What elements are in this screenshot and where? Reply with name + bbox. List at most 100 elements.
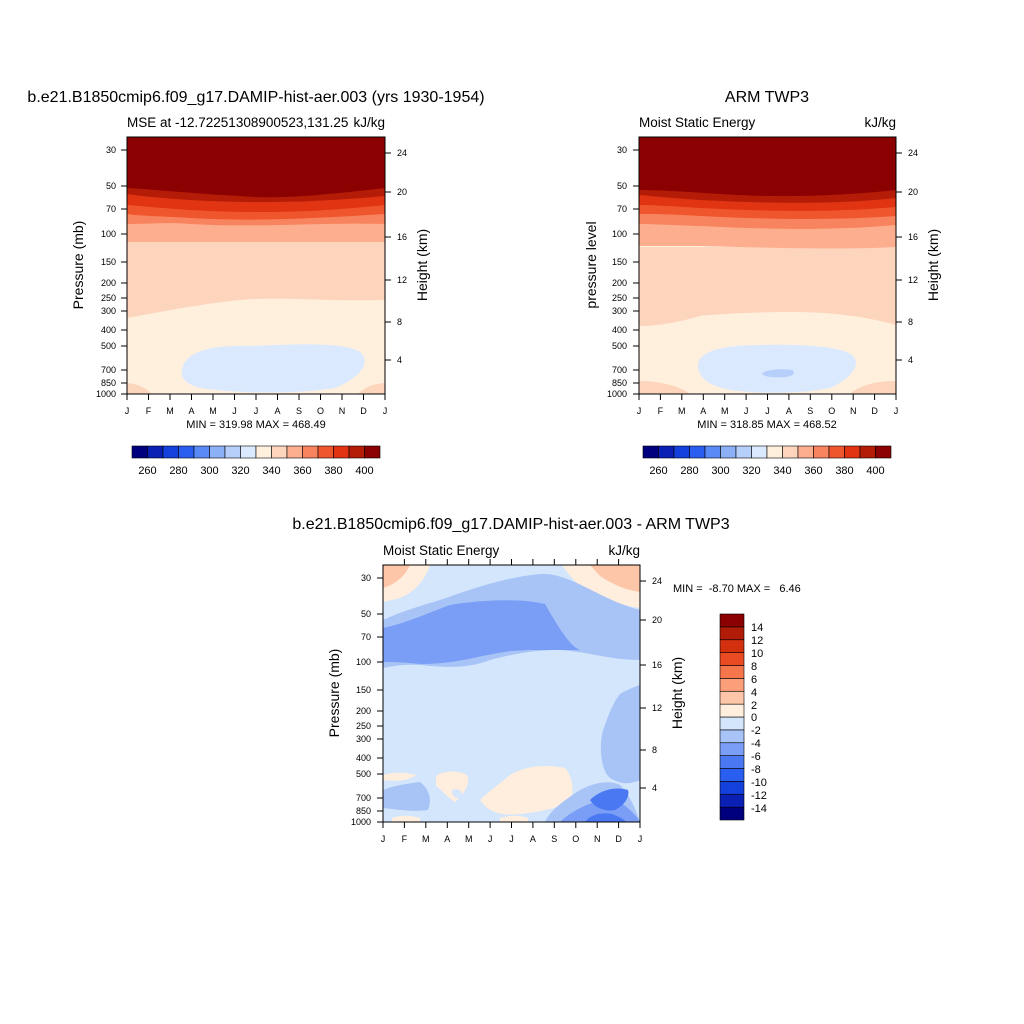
colorbar-swatch — [875, 445, 892, 459]
panel-diff-y-ticks — [377, 577, 383, 823]
y-tick-label: 200 — [356, 706, 371, 716]
colorbar-label: 300 — [200, 465, 218, 477]
y-tick-label: 250 — [612, 293, 627, 303]
panel-model-x-labels: J F M A M J J A S O N D J — [125, 406, 388, 416]
colorbar-label: 8 — [751, 661, 757, 673]
colorbar-label: 4 — [751, 687, 757, 699]
colorbar-swatch — [719, 729, 745, 744]
y-right-tick-label: 20 — [908, 187, 918, 197]
colorbar-label: 260 — [649, 465, 667, 477]
colorbar-swatch — [751, 445, 768, 459]
y-right-tick-label: 4 — [908, 355, 913, 365]
y-right-tick-label: 8 — [652, 745, 657, 755]
x-tick-label: N — [339, 406, 346, 416]
panel-diff-stats: MIN = -8.70 MAX = 6.46 — [673, 583, 801, 595]
colorbar-swatch — [797, 445, 814, 459]
colorbar-label: -8 — [751, 764, 761, 776]
colorbar-swatch — [859, 445, 876, 459]
panel-diff-subtitle: Moist Static Energy — [383, 543, 500, 558]
panel-diff-ylabel-right: Height (km) — [669, 657, 685, 729]
y-right-tick-label: 20 — [652, 615, 662, 625]
colorbar-swatch — [286, 445, 303, 459]
y-tick-label: 1000 — [351, 817, 371, 827]
panel-diff-y-labels: 30 50 70 100 150 200 250 300 400 500 700… — [351, 573, 371, 827]
x-tick-label: O — [828, 406, 835, 416]
panel-diff-y-right-labels: 24 20 16 12 8 4 — [652, 576, 662, 793]
colorbar-swatch — [844, 445, 861, 459]
colorbar-label: 400 — [866, 465, 884, 477]
x-tick-label: J — [381, 834, 386, 844]
panel-model-colorbar — [131, 445, 381, 459]
x-tick-label: J — [232, 406, 237, 416]
x-tick-label: A — [700, 406, 706, 416]
colorbar-label: -2 — [751, 725, 761, 737]
y-tick-label: 400 — [356, 753, 371, 763]
panel-model-y-right-labels: 24 20 16 12 8 4 — [397, 148, 407, 365]
colorbar-swatch — [813, 445, 830, 459]
panel-obs-y-right-labels: 24 20 16 12 8 4 — [908, 148, 918, 365]
y-right-tick-label: 16 — [652, 660, 662, 670]
panel-diff-x-ticks — [382, 822, 641, 828]
y-tick-label: 500 — [612, 341, 627, 351]
panel-model-colorbar-labels: 260 280 300 320 340 360 380 400 — [138, 465, 373, 477]
colorbar-label: 400 — [355, 465, 373, 477]
y-tick-label: 700 — [612, 365, 627, 375]
panel-model-ylabel: Pressure (mb) — [70, 221, 86, 310]
panel-model-ylabel-right: Height (km) — [414, 229, 430, 301]
colorbar-swatch — [719, 755, 745, 769]
colorbar-label: 14 — [751, 622, 763, 634]
y-tick-label: 100 — [356, 657, 371, 667]
colorbar-swatch — [735, 445, 752, 459]
panel-obs-stats: MIN = 318.85 MAX = 468.52 — [697, 419, 836, 431]
y-right-tick-label: 16 — [397, 232, 407, 242]
panel-model-units: kJ/kg — [353, 115, 385, 130]
colorbar-swatch — [302, 445, 319, 459]
colorbar-swatch — [255, 445, 272, 459]
y-tick-label: 300 — [101, 306, 116, 316]
colorbar-swatch — [689, 445, 706, 459]
y-tick-label: 300 — [356, 734, 371, 744]
panel-obs-y-right-ticks — [896, 152, 902, 361]
colorbar-label: 360 — [293, 465, 311, 477]
x-tick-label: A — [188, 406, 194, 416]
colorbar-swatch — [719, 652, 745, 666]
panel-model-subtitle: MSE at -12.72251308900523,131.25 — [127, 115, 348, 130]
x-tick-label: J — [637, 406, 642, 416]
y-tick-label: 850 — [101, 378, 116, 388]
y-tick-label: 500 — [101, 341, 116, 351]
y-tick-label: 250 — [101, 293, 116, 303]
panel-obs-x-labels: J F M A M J J A S O N D J — [637, 406, 899, 416]
colorbar-swatch — [224, 445, 241, 459]
y-right-tick-label: 12 — [397, 275, 407, 285]
y-tick-label: 1000 — [96, 389, 116, 399]
colorbar-label: 320 — [742, 465, 760, 477]
x-tick-label: J — [765, 406, 770, 416]
colorbar-label: 300 — [711, 465, 729, 477]
colorbar-label: 320 — [231, 465, 249, 477]
panel-model-y-ticks — [121, 149, 127, 395]
panel-diff-ylabel: Pressure (mb) — [326, 649, 342, 738]
colorbar-label: 340 — [773, 465, 791, 477]
colorbar-label: 6 — [751, 674, 757, 686]
panel-model-title: b.e21.B1850cmip6.f09_g17.DAMIP-hist-aer.… — [27, 89, 484, 106]
y-tick-label: 70 — [106, 204, 116, 214]
panel-obs-units: kJ/kg — [864, 115, 896, 130]
colorbar-swatch — [193, 445, 210, 459]
panel-diff-units: kJ/kg — [608, 543, 640, 558]
colorbar-swatch — [719, 690, 745, 705]
x-tick-label: J — [744, 406, 749, 416]
colorbar-label: -10 — [751, 777, 767, 789]
colorbar-swatch — [719, 768, 745, 782]
y-tick-label: 400 — [101, 325, 116, 335]
x-tick-label: O — [317, 406, 324, 416]
colorbar-swatch — [642, 445, 659, 459]
panel-model-x-ticks — [126, 394, 386, 400]
colorbar-swatch — [162, 445, 179, 459]
colorbar-swatch — [271, 445, 288, 459]
colorbar-swatch — [704, 445, 721, 459]
y-tick-label: 850 — [356, 806, 371, 816]
panel-diff-x-labels: J F M A M J J A S O N D J — [381, 834, 643, 844]
panel-model-y-labels: 30 50 70 100 150 200 250 300 400 500 700… — [96, 145, 116, 399]
y-right-tick-label: 16 — [908, 232, 918, 242]
